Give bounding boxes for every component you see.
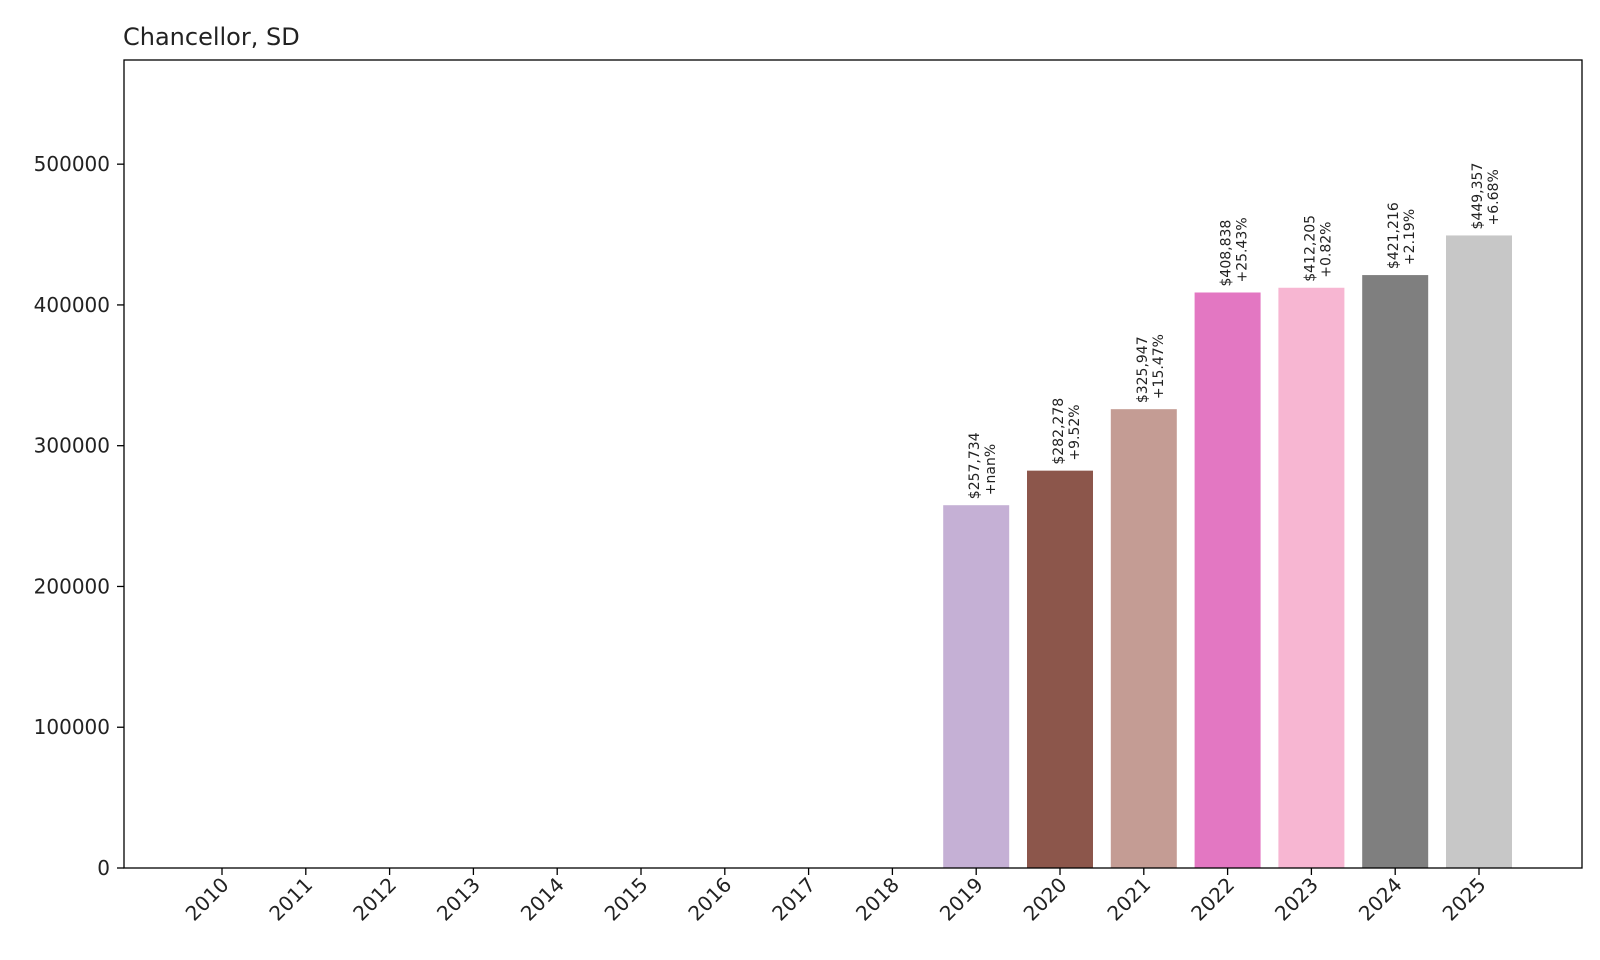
x-tick-label-2022: 2022 xyxy=(1186,873,1239,926)
bar-labels-group: $257,734+nan% $282,278+9.52% $325,947+15.4… xyxy=(967,163,1502,500)
bar-2022 xyxy=(1194,292,1261,868)
bars-group xyxy=(943,235,1512,869)
x-tick-label-2012: 2012 xyxy=(348,873,401,926)
x-tick-label-2010: 2010 xyxy=(181,873,234,926)
bar-value-label: $449,357 xyxy=(1470,163,1486,230)
bar-value-label: $325,947 xyxy=(1135,336,1151,403)
bar-change-label: +9.52% xyxy=(1067,404,1083,460)
bar-value-label: $282,278 xyxy=(1051,398,1067,465)
plot-frame xyxy=(123,59,1583,869)
x-tick-label-2021: 2021 xyxy=(1102,873,1155,926)
bar-change-label: +15.47% xyxy=(1151,334,1167,399)
bar-value-label: $421,216 xyxy=(1386,202,1402,269)
x-tick-label-2015: 2015 xyxy=(600,873,653,926)
bar-change-label: +nan% xyxy=(983,444,999,495)
y-axis: 0 100000 200000 300000 400000 500000 xyxy=(34,152,124,880)
x-tick-label-2023: 2023 xyxy=(1270,873,1323,926)
y-tick-label-100000: 100000 xyxy=(34,715,110,739)
bar-value-label: $412,205 xyxy=(1302,215,1318,282)
bar-label-2020: $282,278+9.52% xyxy=(1051,398,1083,465)
y-tick-label-500000: 500000 xyxy=(34,152,110,176)
x-tick-label-2017: 2017 xyxy=(767,873,820,926)
bar-change-label: +0.82% xyxy=(1318,222,1334,278)
bar-change-label: +2.19% xyxy=(1402,209,1418,265)
bar-2020 xyxy=(1027,470,1093,868)
bar-2021 xyxy=(1110,409,1177,868)
x-tick-label-2016: 2016 xyxy=(683,873,736,926)
x-tick-label-2019: 2019 xyxy=(935,873,988,926)
bar-label-2025: $449,357+6.68% xyxy=(1470,163,1502,230)
x-tick-label-2014: 2014 xyxy=(516,873,569,926)
bar-2023 xyxy=(1278,287,1345,868)
x-tick-label-2018: 2018 xyxy=(851,873,904,926)
y-tick-label-300000: 300000 xyxy=(34,434,110,458)
y-tick-label-0: 0 xyxy=(97,856,110,880)
bar-label-2023: $412,205+0.82% xyxy=(1302,215,1334,282)
bar-change-label: +6.68% xyxy=(1486,169,1502,225)
bar-value-label: $257,734 xyxy=(967,432,983,499)
x-tick-label-2025: 2025 xyxy=(1438,873,1491,926)
bar-2024 xyxy=(1362,275,1429,869)
y-tick-label-200000: 200000 xyxy=(34,574,110,598)
bar-label-2022: $408,838+25.43% xyxy=(1219,217,1251,286)
bar-label-2024: $421,216+2.19% xyxy=(1386,202,1418,269)
x-tick-label-2013: 2013 xyxy=(432,873,485,926)
x-tick-label-2020: 2020 xyxy=(1019,873,1072,926)
bar-label-2021: $325,947+15.47% xyxy=(1135,334,1167,403)
bar-2019 xyxy=(943,505,1010,868)
x-tick-label-2011: 2011 xyxy=(264,873,317,926)
chart-title: Chancellor, SD xyxy=(123,23,300,51)
bar-value-label: $408,838 xyxy=(1219,220,1235,287)
y-tick-label-400000: 400000 xyxy=(34,293,110,317)
bar-label-2019: $257,734+nan% xyxy=(967,432,999,499)
x-tick-label-2024: 2024 xyxy=(1354,873,1407,926)
x-axis: 2010 2011 2012 2013 2014 2015 2016 2017 2018 2019… xyxy=(181,868,1491,926)
bar-2025 xyxy=(1446,235,1512,868)
bar-change-label: +25.43% xyxy=(1235,217,1251,282)
